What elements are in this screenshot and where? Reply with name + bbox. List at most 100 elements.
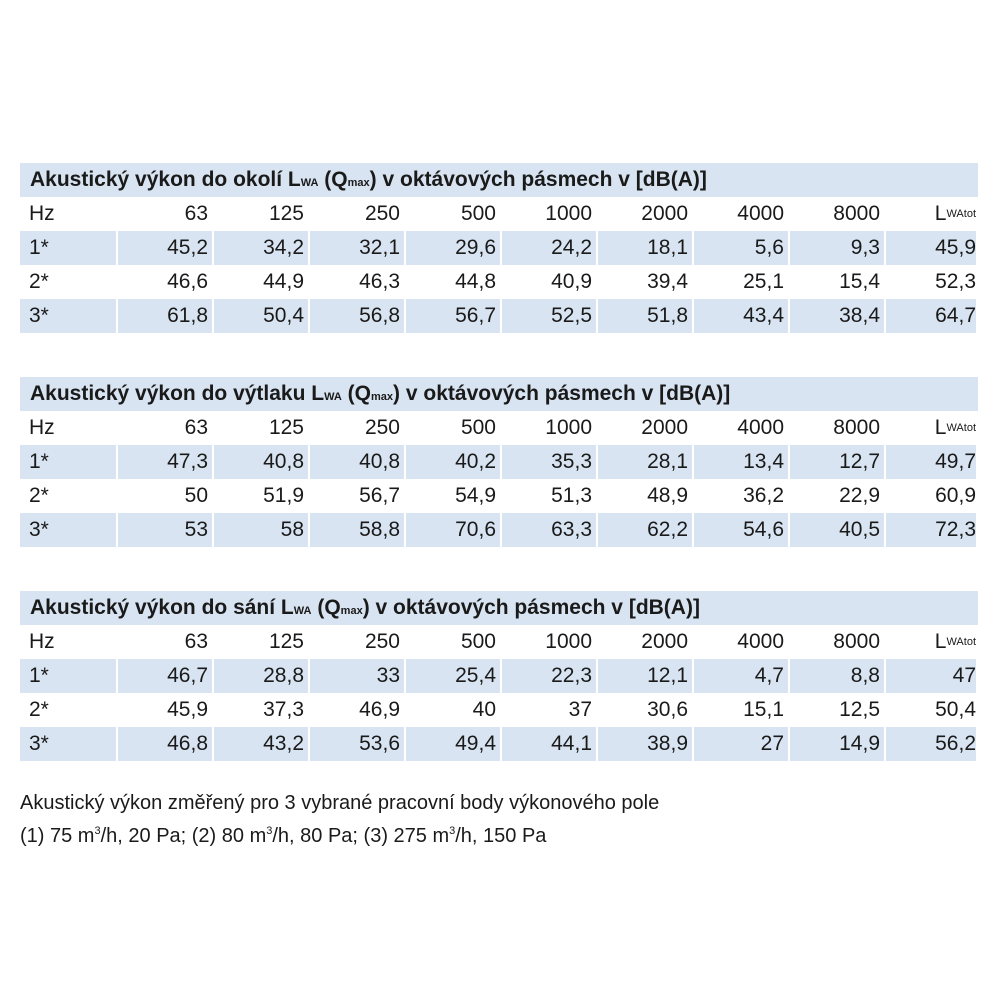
table-cell: 38,9 (598, 727, 692, 761)
table-row: 2* 50 51,9 56,7 54,9 51,3 48,9 36,2 22,9 60,9 (20, 479, 978, 513)
table-cell: 36,2 (743, 484, 784, 507)
frequency-header: 500 (460, 630, 496, 653)
title-part: WA (324, 391, 342, 403)
frequency-header: 500 (460, 416, 496, 439)
table-cell: 47 (886, 659, 976, 693)
table-row: 2* 46,6 44,9 46,3 44,8 40,9 39,4 25,1 15,4 52,3 (20, 265, 978, 299)
table-cell: 35,3 (502, 445, 596, 479)
table-cell: 45,2 (118, 231, 212, 265)
table-title: Akustický výkon do okolí LWA (Qmax) v ok… (20, 163, 978, 197)
row-label: 1* (20, 659, 116, 693)
frequency-header: 4000 (737, 202, 784, 225)
table-cell: 51,9 (263, 484, 304, 507)
table-cell: 49,7 (886, 445, 976, 479)
table-cell: 46,8 (118, 727, 212, 761)
table-cell: 54,6 (694, 513, 788, 547)
table-cell: 32,1 (310, 231, 404, 265)
lwa-total-header: L WAtot (886, 197, 976, 231)
table-title: Akustický výkon do výtlaku LWA (Qmax) v … (20, 377, 978, 411)
table-cell: 51,8 (598, 299, 692, 333)
table-cell: 52,5 (502, 299, 596, 333)
table-cell: 37 (568, 698, 592, 721)
table-cell: 51,3 (551, 484, 592, 507)
table-cell: 56,7 (406, 299, 500, 333)
row-label: 2* (29, 698, 49, 721)
table-cell: 40,9 (551, 270, 592, 293)
table-cell: 40,2 (406, 445, 500, 479)
table-cell: 4,7 (694, 659, 788, 693)
table-cell: 53 (118, 513, 212, 547)
table-cell: 12,5 (839, 698, 880, 721)
acoustic-table-2: Akustický výkon do výtlaku LWA (Qmax) v … (20, 377, 978, 547)
table-cell: 70,6 (406, 513, 500, 547)
table-cell: 25,1 (743, 270, 784, 293)
header-row: Hz 63 125 250 500 1000 2000 4000 8000 L WAtot (20, 411, 978, 445)
table-cell: 25,4 (406, 659, 500, 693)
lwa-sub: WAtot (946, 208, 976, 220)
table-cell: 40,8 (214, 445, 308, 479)
frequency-header: 4000 (737, 416, 784, 439)
table-cell: 40,8 (310, 445, 404, 479)
table-cell: 44,8 (455, 270, 496, 293)
table-row: 3* 46,8 43,2 53,6 49,4 44,1 38,9 27 14,9 56,2 (20, 727, 978, 761)
title-part: ) v oktávových pásmech v [dB(A)] (369, 168, 707, 191)
row-label: 3* (20, 727, 116, 761)
table-row: 1* 46,7 28,8 33 25,4 22,3 12,1 4,7 8,8 47 (20, 659, 978, 693)
table-cell: 24,2 (502, 231, 596, 265)
table-row: 1* 47,3 40,8 40,8 40,2 35,3 28,1 13,4 12,7 49,7 (20, 445, 978, 479)
table-cell: 14,9 (790, 727, 884, 761)
table-cell: 49,4 (406, 727, 500, 761)
title-part: Akustický výkon do sání L (30, 596, 294, 619)
frequency-header: 2000 (641, 202, 688, 225)
table-cell: 15,4 (839, 270, 880, 293)
lwa-main: L (934, 202, 947, 225)
row-label: 3* (20, 513, 116, 547)
table-row: 1* 45,2 34,2 32,1 29,6 24,2 18,1 5,6 9,3 45,9 (20, 231, 978, 265)
table-cell: 60,9 (935, 484, 976, 507)
lwa-sub: WAtot (946, 636, 976, 648)
table-cell: 38,4 (790, 299, 884, 333)
frequency-header: 500 (460, 202, 496, 225)
table-cell: 30,6 (647, 698, 688, 721)
table-cell: 40 (472, 698, 496, 721)
header-row: Hz 63 125 250 500 1000 2000 4000 8000 L WAtot (20, 625, 978, 659)
row-label: 2* (29, 270, 49, 293)
table-cell: 45,9 (886, 231, 976, 265)
table-cell: 46,9 (359, 698, 400, 721)
table-cell: 12,7 (790, 445, 884, 479)
row-label: 2* (29, 484, 49, 507)
table-cell: 39,4 (647, 270, 688, 293)
title-part: max (347, 177, 370, 189)
frequency-header: 63 (184, 630, 208, 653)
table-cell: 46,7 (118, 659, 212, 693)
frequency-header: 125 (268, 630, 304, 653)
table-cell: 50,4 (935, 698, 976, 721)
frequency-header: 1000 (545, 630, 592, 653)
frequency-header: 1000 (545, 202, 592, 225)
table-cell: 29,6 (406, 231, 500, 265)
table-cell: 47,3 (118, 445, 212, 479)
hz-label: Hz (29, 416, 55, 439)
title-part: max (340, 605, 363, 617)
table-cell: 8,8 (790, 659, 884, 693)
table-row: 3* 53 58 58,8 70,6 63,3 62,2 54,6 40,5 72,3 (20, 513, 978, 547)
frequency-header: 250 (364, 202, 400, 225)
table-cell: 56,8 (310, 299, 404, 333)
acoustic-table-1: Akustický výkon do okolí LWA (Qmax) v ok… (20, 163, 978, 333)
frequency-header: 63 (184, 202, 208, 225)
frequency-header: 2000 (641, 416, 688, 439)
footnote-line-1: Akustický výkon změřený pro 3 vybrané pr… (20, 792, 660, 814)
table-cell: 56,2 (886, 727, 976, 761)
table-title: Akustický výkon do sání LWA (Qmax) v okt… (20, 591, 978, 625)
footnote-line-2: (1) 75 m3/h, 20 Pa; (2) 80 m3/h, 80 Pa; … (20, 825, 547, 847)
frequency-header: 125 (268, 202, 304, 225)
table-cell: 62,2 (598, 513, 692, 547)
title-part: max (371, 391, 394, 403)
lwa-sub: WAtot (946, 422, 976, 434)
lwa-total-header: L WAtot (886, 625, 976, 659)
table-cell: 53,6 (310, 727, 404, 761)
table-cell: 28,1 (598, 445, 692, 479)
header-row: Hz 63 125 250 500 1000 2000 4000 8000 L WAtot (20, 197, 978, 231)
lwa-main: L (934, 416, 947, 439)
table-cell: 72,3 (886, 513, 976, 547)
